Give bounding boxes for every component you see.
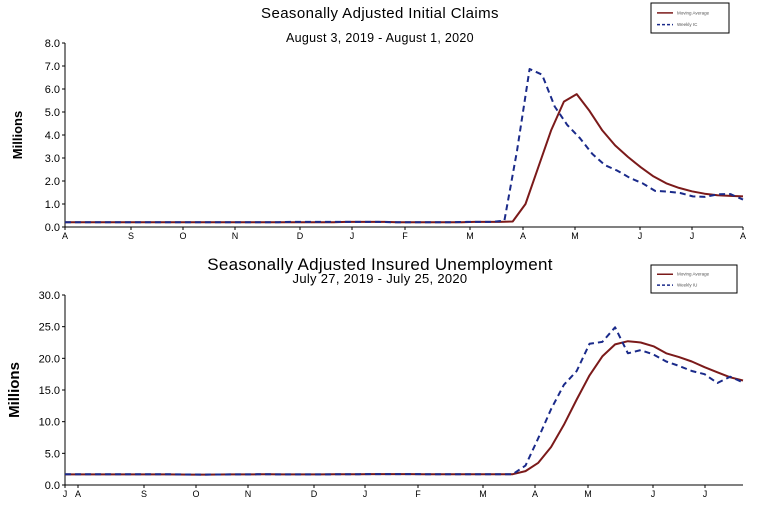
y-axis-label: Millions <box>6 362 23 418</box>
x-tick-label: J <box>363 489 368 499</box>
x-tick-label: S <box>128 231 134 241</box>
series-line-weekly <box>65 326 744 476</box>
legend-box <box>650 264 738 294</box>
y-tick-label: 3.0 <box>45 153 60 165</box>
chart-subtitle: July 27, 2019 - July 25, 2020 <box>292 271 468 286</box>
legend-label: Weekly IU <box>677 283 697 288</box>
x-tick-label: A <box>62 231 68 241</box>
legend-label: Moving Average <box>677 272 710 277</box>
x-tick-label: J <box>690 231 695 241</box>
y-tick-label: 30.0 <box>39 290 60 302</box>
y-tick-label: 20.0 <box>39 353 60 365</box>
x-tick-label: M <box>584 489 592 499</box>
x-tick-label: M <box>479 489 487 499</box>
initial-claims-chart: Millions 0.0 1.0 2.0 3.0 4.0 5.0 6.0 7.0 8.0 A S O N D… <box>10 2 746 241</box>
x-tick-label: J <box>651 489 656 499</box>
y-tick-label: 7.0 <box>45 61 60 73</box>
x-tick-label: D <box>311 489 318 499</box>
x-tick-label: N <box>245 489 252 499</box>
x-tick-label: J <box>350 231 355 241</box>
x-tick-label: M <box>466 231 474 241</box>
x-tick-label: A <box>75 489 81 499</box>
x-tick-label: O <box>192 489 199 499</box>
x-tick-label: M <box>571 231 579 241</box>
y-tick-label: 15.0 <box>39 385 60 397</box>
legend-label: Moving Average <box>677 10 710 15</box>
y-tick-label: 4.0 <box>45 130 60 142</box>
initial-claims-panel: Seasonally Adjusted Initial Claims Augus… <box>0 0 760 255</box>
series-line-moving-average <box>65 340 744 476</box>
x-tick-label: N <box>232 231 239 241</box>
x-tick-label: F <box>415 489 421 499</box>
x-tick-label: O <box>179 231 186 241</box>
y-tick-label: 0.0 <box>45 480 60 492</box>
y-tick-label: 6.0 <box>45 84 60 96</box>
y-tick-label: 0.0 <box>45 222 60 234</box>
x-tick-label: J <box>63 489 68 499</box>
y-tick-label: 5.0 <box>45 107 60 119</box>
series-line-weekly <box>65 68 744 224</box>
legend-box <box>650 2 730 34</box>
x-tick-label: J <box>638 231 643 241</box>
insured-unemployment-panel: Seasonally Adjusted Insured Unemployment… <box>0 255 760 511</box>
legend-label: Weekly IC <box>677 22 698 27</box>
x-tick-label: D <box>297 231 304 241</box>
chart-title: Seasonally Adjusted Insured Unemployment <box>207 255 553 274</box>
y-tick-label: 8.0 <box>45 38 60 50</box>
y-tick-label: 5.0 <box>45 448 60 460</box>
y-tick-label: 10.0 <box>39 417 60 429</box>
x-tick-label: A <box>520 231 526 241</box>
chart-title: Seasonally Adjusted Initial Claims <box>261 5 499 22</box>
y-tick-label: 1.0 <box>45 199 60 211</box>
x-tick-label: A <box>740 231 746 241</box>
y-axis-label: Millions <box>10 111 25 159</box>
x-tick-label: A <box>532 489 538 499</box>
x-tick-label: F <box>402 231 408 241</box>
x-tick-label: S <box>141 489 147 499</box>
y-tick-label: 2.0 <box>45 176 60 188</box>
x-tick-label: J <box>703 489 708 499</box>
y-tick-label: 25.0 <box>39 322 60 334</box>
chart-subtitle: August 3, 2019 - August 1, 2020 <box>286 31 474 45</box>
series-line-moving-average <box>65 93 744 224</box>
